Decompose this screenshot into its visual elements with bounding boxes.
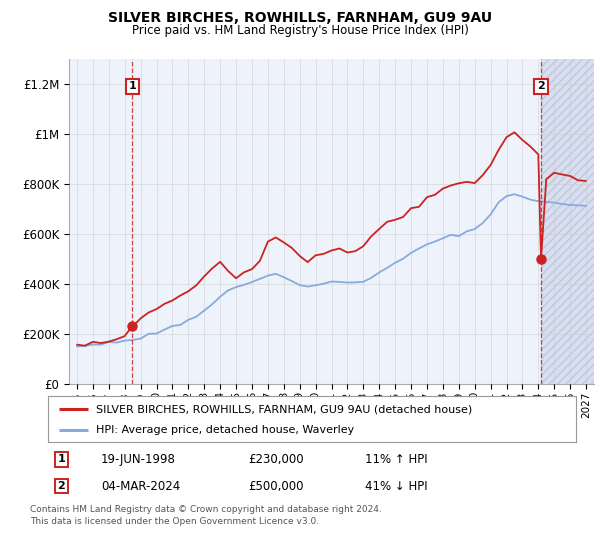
Bar <box>541 59 594 384</box>
Text: HPI: Average price, detached house, Waverley: HPI: Average price, detached house, Wave… <box>95 424 354 435</box>
Text: 1: 1 <box>58 454 65 464</box>
Text: £500,000: £500,000 <box>248 479 304 493</box>
Text: Contains HM Land Registry data © Crown copyright and database right 2024.
This d: Contains HM Land Registry data © Crown c… <box>30 505 382 526</box>
Text: 41% ↓ HPI: 41% ↓ HPI <box>365 479 427 493</box>
Text: £230,000: £230,000 <box>248 452 304 466</box>
Text: 19-JUN-1998: 19-JUN-1998 <box>101 452 176 466</box>
Text: 04-MAR-2024: 04-MAR-2024 <box>101 479 180 493</box>
Text: SILVER BIRCHES, ROWHILLS, FARNHAM, GU9 9AU: SILVER BIRCHES, ROWHILLS, FARNHAM, GU9 9… <box>108 11 492 25</box>
Text: 2: 2 <box>58 481 65 491</box>
Text: 11% ↑ HPI: 11% ↑ HPI <box>365 452 427 466</box>
Text: Price paid vs. HM Land Registry's House Price Index (HPI): Price paid vs. HM Land Registry's House … <box>131 24 469 36</box>
Text: 1: 1 <box>128 81 136 91</box>
Text: 2: 2 <box>537 81 545 91</box>
Text: SILVER BIRCHES, ROWHILLS, FARNHAM, GU9 9AU (detached house): SILVER BIRCHES, ROWHILLS, FARNHAM, GU9 9… <box>95 404 472 414</box>
